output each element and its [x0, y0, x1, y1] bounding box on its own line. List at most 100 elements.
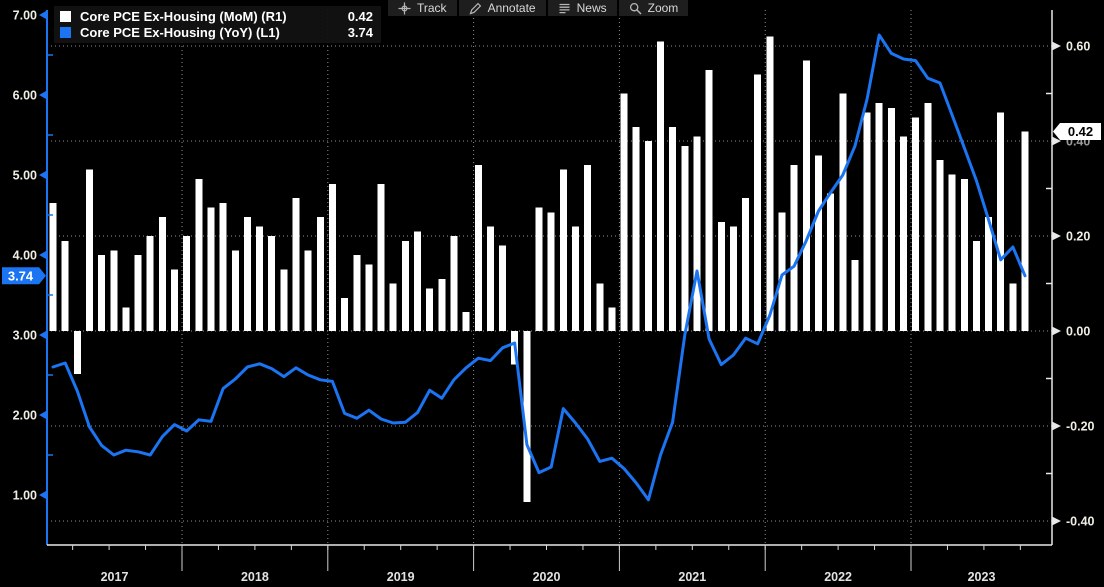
mom-bar	[158, 217, 166, 331]
mom-bar	[985, 217, 993, 331]
mom-last-value-badge-text: 0.42	[1068, 124, 1093, 139]
mom-bar	[693, 136, 701, 331]
right-axis-tick-label: 0.00	[1066, 325, 1090, 339]
mom-bar	[814, 155, 822, 331]
left-axis-tick-label: 5.00	[13, 169, 37, 183]
left-axis-tick-arrow	[39, 330, 47, 340]
left-axis-tick-label: 1.00	[13, 489, 37, 503]
mom-bar	[401, 240, 409, 331]
year-label: 2019	[387, 570, 415, 584]
mom-bar	[122, 307, 130, 331]
track-button-label: Track	[417, 1, 447, 15]
right-axis-tick-arrow	[1052, 421, 1061, 431]
left-axis-tick-arrow	[39, 410, 47, 420]
mom-bar	[438, 278, 446, 331]
left-axis-tick-label: 7.00	[13, 9, 37, 23]
mom-bar	[110, 250, 118, 331]
mom-bar	[243, 217, 251, 331]
left-axis-tick-arrow	[39, 250, 47, 260]
mom-bar	[1021, 131, 1029, 331]
mom-bar	[219, 202, 227, 331]
mom-bar	[900, 136, 907, 331]
year-label: 2018	[241, 570, 269, 584]
mom-bar	[827, 193, 835, 331]
left-axis-tick-arrow	[39, 170, 47, 180]
mom-bar	[584, 164, 592, 331]
mom-bar	[231, 250, 239, 331]
chart-legend: Core PCE Ex-Housing (MoM) (R1) 0.42 Core…	[54, 6, 381, 43]
mom-series-last-value: 0.42	[347, 8, 373, 24]
mom-bar	[146, 236, 154, 331]
right-axis-tick-label: -0.20	[1066, 420, 1095, 434]
mom-bar	[729, 226, 737, 331]
right-axis-tick-arrow	[1052, 41, 1061, 51]
mom-bar	[571, 226, 579, 331]
chart-toolbar: Track Annotate News Zoom	[388, 0, 689, 16]
mom-bar	[657, 41, 664, 331]
mom-bar	[948, 174, 956, 331]
right-axis-tick-arrow	[1052, 326, 1061, 336]
mom-bar	[414, 231, 421, 331]
news-lines-icon	[558, 2, 571, 15]
mom-bar	[377, 183, 385, 331]
mom-bar	[851, 259, 859, 331]
mom-bar	[997, 112, 1005, 331]
mom-bar	[717, 221, 725, 331]
yoy-last-value-badge	[2, 267, 46, 285]
left-axis-tick-arrow	[39, 90, 47, 100]
right-axis-tick-label: -0.40	[1066, 515, 1095, 529]
legend-item-yoy[interactable]: Core PCE Ex-Housing (YoY) (L1) 3.74	[60, 24, 373, 40]
mom-bar	[644, 141, 652, 331]
left-axis-tick-label: 2.00	[13, 409, 37, 423]
yoy-series-swatch	[60, 26, 71, 38]
mom-bar	[171, 269, 178, 331]
track-button[interactable]: Track	[388, 0, 457, 16]
mom-bar	[766, 36, 774, 331]
annotate-button[interactable]: Annotate	[458, 0, 546, 16]
right-axis-tick-label: 0.20	[1066, 230, 1090, 244]
mom-bar	[875, 103, 883, 331]
mom-bar	[596, 283, 604, 331]
mom-bar	[195, 179, 203, 331]
mom-bar	[134, 255, 142, 331]
legend-item-mom[interactable]: Core PCE Ex-Housing (MoM) (R1) 0.42	[60, 8, 373, 24]
annotate-pencil-icon	[469, 2, 482, 15]
news-button[interactable]: News	[547, 0, 617, 16]
mom-bar	[559, 169, 567, 331]
mom-bar	[887, 107, 895, 331]
mom-bar	[669, 126, 677, 331]
mom-bar	[292, 198, 300, 331]
left-axis-tick-arrow	[39, 10, 47, 20]
mom-bar	[328, 183, 336, 331]
right-axis-tick-arrow	[1052, 136, 1061, 146]
zoom-button[interactable]: Zoom	[618, 0, 689, 16]
mom-bar	[936, 160, 944, 331]
mom-bar	[620, 93, 628, 331]
left-axis-tick-arrow	[39, 490, 47, 500]
mom-bar	[256, 226, 264, 331]
mom-bar	[912, 117, 920, 331]
yoy-last-value-badge-text: 3.74	[8, 268, 34, 283]
left-axis-tick-label: 4.00	[13, 249, 37, 263]
left-axis-tick-label: 3.00	[13, 329, 37, 343]
mom-bar	[353, 255, 361, 331]
mom-bar	[790, 164, 798, 331]
mom-bar	[462, 312, 470, 331]
year-label: 2022	[824, 570, 852, 584]
mom-series-label: Core PCE Ex-Housing (MoM) (R1)	[80, 8, 287, 24]
mom-bar	[681, 145, 689, 331]
mom-last-value-badge	[1053, 123, 1101, 140]
right-axis-tick-arrow	[1052, 231, 1061, 241]
mom-bar	[523, 331, 531, 502]
mom-bar	[365, 264, 373, 331]
mom-bar	[632, 126, 640, 331]
mom-bar	[61, 240, 69, 331]
year-label: 2020	[533, 570, 561, 584]
mom-bar	[341, 297, 349, 331]
mom-bar	[183, 236, 191, 331]
mom-bar	[742, 198, 750, 331]
mom-bar	[268, 236, 276, 331]
mom-bar	[426, 288, 434, 331]
